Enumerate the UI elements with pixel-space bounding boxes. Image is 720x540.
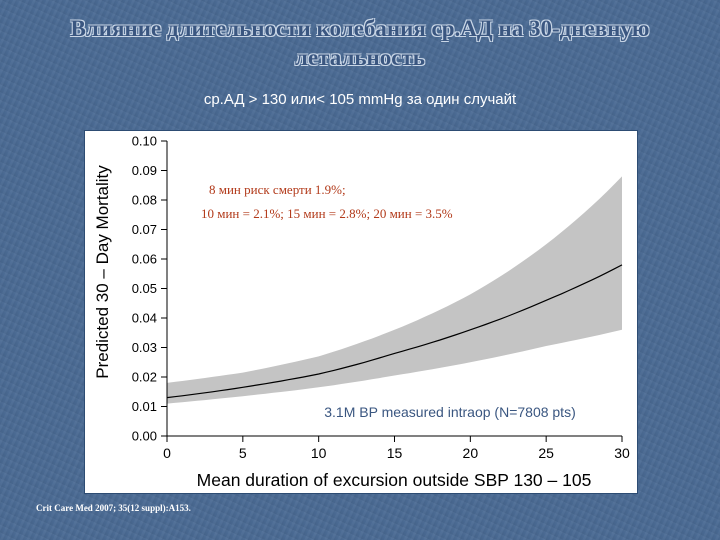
y-tick-label: 0.04 xyxy=(132,311,157,326)
x-tick-label: 15 xyxy=(387,445,403,461)
x-tick-label: 5 xyxy=(239,445,247,461)
mortality-line xyxy=(166,264,623,399)
y-tick-label: 0.00 xyxy=(132,429,157,444)
x-tick-label: 20 xyxy=(463,445,479,461)
measured-annotation: 3.1M BP measured intraop (N=7808 pts) xyxy=(324,404,576,420)
y-tick-label: 0.09 xyxy=(132,163,157,178)
y-tick-label: 0.01 xyxy=(132,399,157,414)
y-tick-label: 0.02 xyxy=(132,370,157,385)
y-tick-label: 0.06 xyxy=(132,252,157,267)
chart-panel: 0.00 0.01 0.02 0.03 0.04 0.05 0.06 0.07 0.08 0.09… xyxy=(84,130,638,494)
y-tick-label: 0.08 xyxy=(132,193,157,208)
x-tick-label: 10 xyxy=(311,445,327,461)
risk-annotation-line-1: 8 мин риск смерти 1.9%; xyxy=(209,182,346,197)
y-tick-label: 0.07 xyxy=(132,222,157,237)
risk-annotation-line-2: 10 мин = 2.1%; 15 мин = 2.8%; 20 мин = 3… xyxy=(201,206,453,221)
x-tick-label: 0 xyxy=(163,445,171,461)
citation: Crit Care Med 2007; 35(12 suppl):A153. xyxy=(36,503,191,513)
y-axis-label: Predicted 30 – Day Mortality xyxy=(93,165,112,379)
y-tick-label: 0.03 xyxy=(132,340,157,355)
y-tick-label: 0.10 xyxy=(132,134,157,149)
slide-title: Влияние длительности колебания ср.АД на … xyxy=(0,14,720,72)
mortality-chart: 0.00 0.01 0.02 0.03 0.04 0.05 0.06 0.07 0.08 0.09… xyxy=(93,134,630,491)
y-tick-label: 0.05 xyxy=(132,281,157,296)
confidence-band xyxy=(167,176,622,404)
axis-ticks: 0.00 0.01 0.02 0.03 0.04 0.05 0.06 0.07 0.08 0.09… xyxy=(132,134,630,462)
slide-title-line-1: Влияние длительности колебания ср.АД на … xyxy=(70,16,650,41)
x-axis-label: Mean duration of excursion outside SBP 1… xyxy=(197,470,592,490)
x-tick-label: 30 xyxy=(614,445,630,461)
x-tick-label: 25 xyxy=(538,445,554,461)
slide-subtitle: ср.АД > 130 или< 105 mmHg за один случай… xyxy=(203,91,517,108)
slide-title-line-2: летальность xyxy=(295,45,425,70)
